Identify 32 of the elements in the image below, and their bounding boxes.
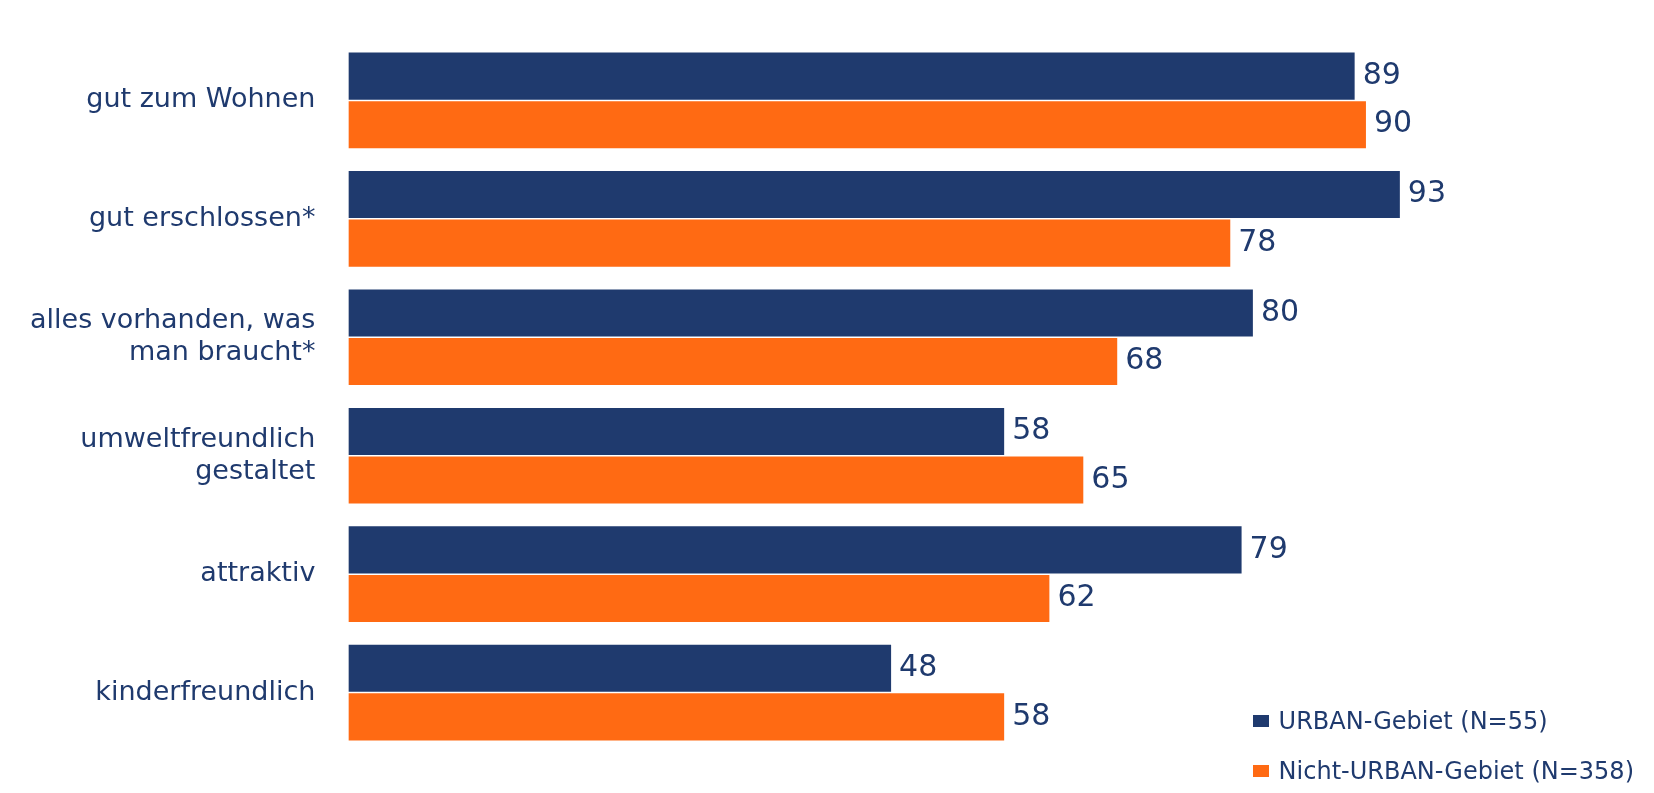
- bar: [348, 644, 892, 692]
- data-label: 58: [1012, 696, 1051, 732]
- data-label: 79: [1249, 529, 1288, 565]
- data-label: 93: [1407, 174, 1447, 210]
- data-label: 89: [1362, 55, 1401, 91]
- data-label: 78: [1238, 222, 1277, 258]
- y-tick-label: attraktiv: [200, 556, 316, 588]
- bar: [348, 526, 1242, 574]
- legend-label: Nicht-URBAN-Gebiet (N=358): [1278, 757, 1634, 785]
- bar: [348, 101, 1366, 149]
- bar: [348, 171, 1400, 219]
- data-label: 58: [1012, 411, 1051, 447]
- bar: [348, 289, 1253, 337]
- bar: [348, 219, 1231, 267]
- y-tick-label: gut zum Wohnen: [86, 82, 316, 114]
- data-label: 68: [1125, 341, 1164, 377]
- bar: [348, 693, 1005, 741]
- data-label: 62: [1057, 578, 1096, 614]
- data-label: 80: [1260, 292, 1300, 328]
- bar: [348, 407, 1005, 455]
- bar: [348, 52, 1355, 100]
- bar: [348, 456, 1084, 504]
- data-label: 65: [1091, 459, 1130, 495]
- y-tick-label: gut erschlossen*: [88, 200, 316, 232]
- data-label: 90: [1373, 104, 1413, 140]
- bar: [348, 574, 1050, 622]
- y-tick-label: umweltfreundlich gestaltet: [80, 421, 316, 485]
- y-tick-label: alles vorhanden, was man braucht*: [29, 303, 316, 367]
- bar: [348, 338, 1118, 386]
- legend-label: URBAN-Gebiet (N=55): [1278, 707, 1548, 735]
- y-tick-label: kinderfreundlich: [95, 674, 316, 706]
- data-label: 48: [899, 648, 938, 684]
